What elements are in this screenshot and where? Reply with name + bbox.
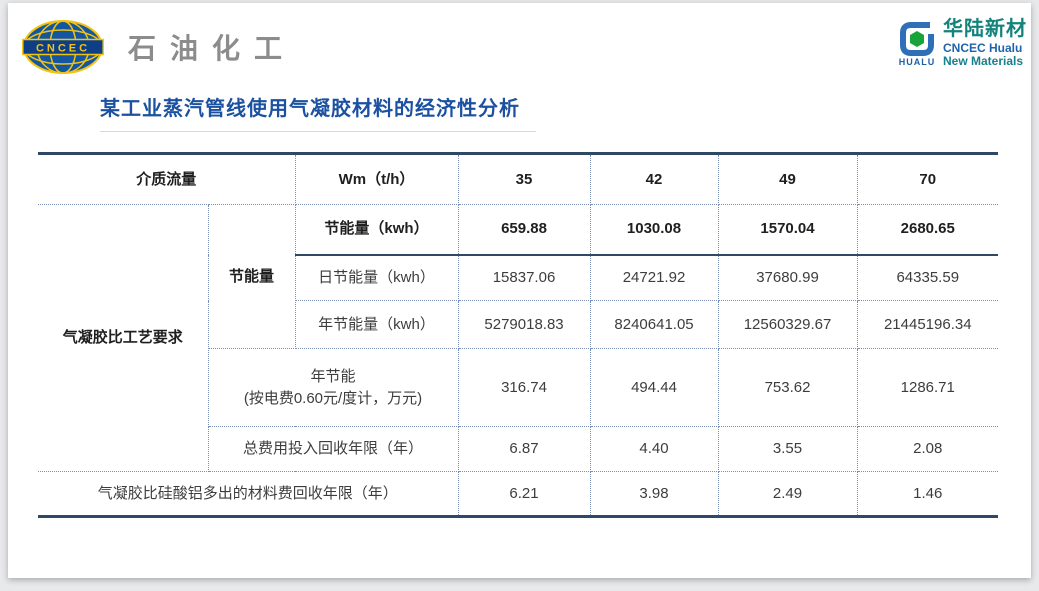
- value-cell: 3.98: [589, 471, 719, 518]
- flow-value-cell: 35: [457, 152, 591, 205]
- energy-group-cell: 节能量: [207, 204, 296, 349]
- economics-table: 介质流量 Wm（t/h） 35 42 49 70 气凝胶比工艺要求 节能量 节能…: [38, 152, 999, 518]
- value-cell: 64335.59: [856, 254, 999, 301]
- value-cell: 2.49: [717, 471, 858, 518]
- hualu-en-line2: New Materials: [943, 54, 1024, 68]
- value-cell: 3.55: [717, 426, 858, 472]
- page-title: 某工业蒸汽管线使用气凝胶材料的经济性分析: [100, 98, 520, 120]
- table-row-payback-material: 气凝胶比硅酸铝多出的材料费回收年限（年） 6.21 3.98 2.49 1.46: [38, 471, 999, 518]
- table-row-energy-saved: 气凝胶比工艺要求 节能量 节能量（kwh） 659.88 1030.08 157…: [38, 204, 999, 472]
- row-label-cell: 日节能量（kwh）: [295, 254, 459, 301]
- value-cell: 6.21: [457, 471, 591, 518]
- row-label-cell: 总费用投入回收年限（年）: [208, 426, 459, 472]
- group-label-cell: 气凝胶比工艺要求: [38, 204, 209, 472]
- value-cell: 12560329.67: [717, 300, 858, 349]
- petrochemical-brand-text: 石油化工: [128, 34, 297, 65]
- flow-value-cell: 70: [856, 152, 999, 205]
- value-cell: 24721.92: [589, 254, 719, 301]
- table-row-daily-energy: 日节能量（kwh） 15837.06 24721.92 37680.99 643…: [38, 254, 999, 301]
- value-cell: 494.44: [589, 348, 719, 427]
- value-cell: 8240641.05: [589, 300, 719, 349]
- value-cell: 1570.04: [717, 204, 858, 256]
- row-label-cell: 节能量（kwh）: [294, 204, 459, 256]
- table-row-annual-energy: 年节能量（kwh） 5279018.83 8240641.05 12560329…: [38, 300, 999, 349]
- row-label-cell: 年节能量（kwh）: [295, 300, 459, 349]
- value-cell: 5279018.83: [457, 300, 591, 349]
- cncec-badge-text: CNCEC: [36, 43, 90, 55]
- hualu-cn-name: 华陆新材: [943, 18, 1027, 40]
- value-cell: 2.08: [856, 426, 999, 472]
- cncec-globe-icon: CNCEC: [22, 18, 104, 76]
- table-row-annual-savings: 年节能 (按电费0.60元/度计，万元) 316.74 494.44 753.6…: [38, 348, 999, 427]
- annual-savings-label-line2: (按电费0.60元/度计，万元): [243, 389, 423, 407]
- flow-value-cell: 49: [717, 152, 858, 205]
- value-cell: 37680.99: [717, 254, 858, 301]
- cncec-logo: CNCEC 石油化工: [22, 18, 296, 76]
- value-cell: 659.88: [457, 204, 591, 256]
- table-row-header: 介质流量 Wm（t/h） 35 42 49 70: [38, 152, 999, 205]
- value-cell: 15837.06: [457, 254, 591, 301]
- slide: CNCEC 石油化工 HUALU 华陆新材 CNCEC Hualu New Ma…: [8, 3, 1031, 578]
- value-cell: 1.46: [856, 471, 999, 518]
- value-cell: 316.74: [457, 348, 591, 427]
- medium-flow-label: 介质流量: [38, 152, 296, 205]
- value-cell: 21445196.34: [856, 300, 999, 349]
- value-cell: 1030.08: [589, 204, 719, 256]
- wm-param-label: Wm（t/h）: [294, 152, 459, 205]
- hualu-mark-icon: HUALU: [897, 19, 937, 67]
- hualu-mark-label: HUALU: [898, 57, 936, 67]
- row-label-cell: 气凝胶比硅酸铝多出的材料费回收年限（年）: [38, 471, 459, 518]
- title-underline: [100, 131, 536, 132]
- value-cell: 2680.65: [856, 204, 999, 256]
- value-cell: 753.62: [717, 348, 858, 427]
- value-cell: 4.40: [589, 426, 719, 472]
- hualu-en-line1: CNCEC Hualu: [943, 41, 1023, 55]
- annual-savings-label-line1: 年节能: [310, 367, 356, 385]
- flow-value-cell: 42: [589, 152, 719, 205]
- hualu-text-block: 华陆新材 CNCEC Hualu New Materials: [943, 19, 1027, 67]
- value-cell: 1286.71: [856, 348, 999, 427]
- value-cell: 6.87: [457, 426, 591, 472]
- row-label-cell: 年节能 (按电费0.60元/度计，万元): [208, 348, 459, 427]
- hualu-logo: HUALU 华陆新材 CNCEC Hualu New Materials: [897, 19, 1027, 67]
